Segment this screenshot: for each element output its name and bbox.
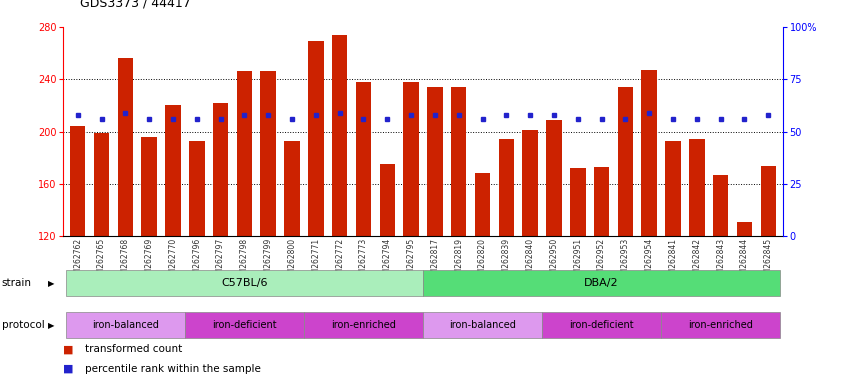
Bar bbox=[570, 168, 585, 236]
Bar bbox=[70, 126, 85, 236]
Text: GSM262954: GSM262954 bbox=[645, 238, 654, 284]
Bar bbox=[165, 105, 181, 236]
Bar bbox=[689, 139, 705, 236]
Bar bbox=[118, 58, 133, 236]
Bar bbox=[261, 71, 276, 236]
Bar bbox=[641, 70, 657, 236]
Bar bbox=[661, 313, 780, 338]
Text: GSM262772: GSM262772 bbox=[335, 238, 344, 284]
Text: GSM262770: GSM262770 bbox=[168, 238, 178, 284]
Bar bbox=[665, 141, 681, 236]
Text: iron-enriched: iron-enriched bbox=[331, 320, 396, 331]
Text: GSM262794: GSM262794 bbox=[382, 238, 392, 284]
Bar bbox=[737, 222, 752, 236]
Text: iron-enriched: iron-enriched bbox=[688, 320, 753, 331]
Text: GSM262769: GSM262769 bbox=[145, 238, 154, 284]
Text: GSM262951: GSM262951 bbox=[574, 238, 582, 284]
Text: GSM262817: GSM262817 bbox=[431, 238, 439, 284]
Bar bbox=[618, 87, 633, 236]
Text: GSM262762: GSM262762 bbox=[74, 238, 82, 284]
Text: GSM262820: GSM262820 bbox=[478, 238, 487, 284]
Text: GDS3373 / 44417: GDS3373 / 44417 bbox=[80, 0, 191, 10]
Text: ■: ■ bbox=[63, 364, 74, 374]
Bar bbox=[355, 82, 371, 236]
Bar bbox=[189, 141, 205, 236]
Text: iron-balanced: iron-balanced bbox=[449, 320, 516, 331]
Bar bbox=[304, 313, 423, 338]
Text: GSM262844: GSM262844 bbox=[740, 238, 749, 284]
Text: GSM262819: GSM262819 bbox=[454, 238, 464, 284]
Bar bbox=[66, 270, 423, 296]
Bar bbox=[423, 270, 780, 296]
Bar bbox=[237, 71, 252, 236]
Text: iron-deficient: iron-deficient bbox=[569, 320, 634, 331]
Text: GSM262795: GSM262795 bbox=[407, 238, 415, 284]
Bar bbox=[94, 133, 109, 236]
Bar bbox=[542, 313, 661, 338]
Bar bbox=[284, 141, 299, 236]
Bar bbox=[498, 139, 514, 236]
Bar bbox=[423, 313, 542, 338]
Text: ▶: ▶ bbox=[47, 321, 54, 330]
Text: GSM262842: GSM262842 bbox=[692, 238, 701, 284]
Text: GSM262953: GSM262953 bbox=[621, 238, 630, 284]
Text: protocol: protocol bbox=[2, 320, 45, 331]
Text: iron-balanced: iron-balanced bbox=[92, 320, 159, 331]
Text: GSM262799: GSM262799 bbox=[264, 238, 272, 284]
Bar bbox=[427, 87, 442, 236]
Text: GSM262841: GSM262841 bbox=[668, 238, 678, 284]
Text: GSM262771: GSM262771 bbox=[311, 238, 321, 284]
Text: GSM262796: GSM262796 bbox=[192, 238, 201, 284]
Text: GSM262797: GSM262797 bbox=[216, 238, 225, 284]
Text: GSM262798: GSM262798 bbox=[240, 238, 249, 284]
Bar bbox=[404, 82, 419, 236]
Text: GSM262840: GSM262840 bbox=[525, 238, 535, 284]
Bar bbox=[523, 130, 538, 236]
Text: C57BL/6: C57BL/6 bbox=[221, 278, 267, 288]
Text: percentile rank within the sample: percentile rank within the sample bbox=[85, 364, 261, 374]
Bar bbox=[308, 41, 323, 236]
Bar bbox=[547, 120, 562, 236]
Text: ▶: ▶ bbox=[47, 279, 54, 288]
Text: iron-deficient: iron-deficient bbox=[212, 320, 277, 331]
Bar bbox=[141, 137, 157, 236]
Text: GSM262800: GSM262800 bbox=[288, 238, 297, 284]
Text: GSM262952: GSM262952 bbox=[597, 238, 606, 284]
Bar bbox=[475, 174, 491, 236]
Bar bbox=[451, 87, 466, 236]
Text: GSM262845: GSM262845 bbox=[764, 238, 772, 284]
Text: transformed count: transformed count bbox=[85, 344, 182, 354]
Text: GSM262773: GSM262773 bbox=[359, 238, 368, 284]
Bar bbox=[380, 164, 395, 236]
Bar bbox=[66, 313, 185, 338]
Text: GSM262768: GSM262768 bbox=[121, 238, 129, 284]
Text: GSM262843: GSM262843 bbox=[717, 238, 725, 284]
Text: DBA/2: DBA/2 bbox=[585, 278, 619, 288]
Bar bbox=[594, 167, 609, 236]
Bar bbox=[213, 103, 228, 236]
Bar bbox=[713, 175, 728, 236]
Bar bbox=[761, 166, 776, 236]
Bar bbox=[332, 35, 348, 236]
Text: ■: ■ bbox=[63, 344, 74, 354]
Text: GSM262765: GSM262765 bbox=[97, 238, 106, 284]
Text: strain: strain bbox=[2, 278, 31, 288]
Bar bbox=[185, 313, 304, 338]
Text: GSM262950: GSM262950 bbox=[549, 238, 558, 284]
Text: GSM262839: GSM262839 bbox=[502, 238, 511, 284]
